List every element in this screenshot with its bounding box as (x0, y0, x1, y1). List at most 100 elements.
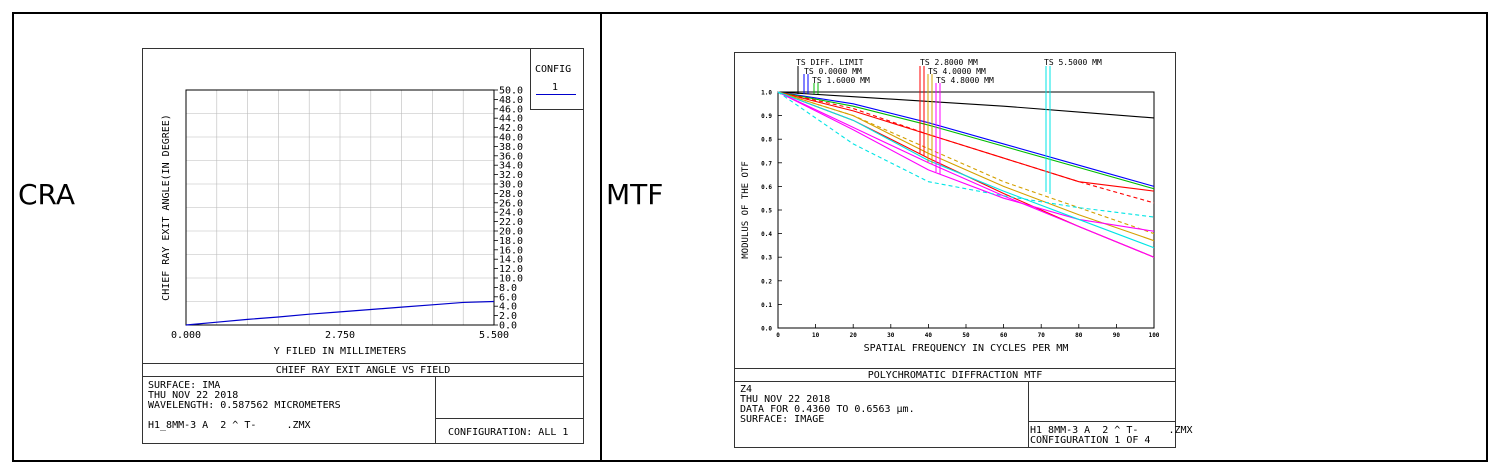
y-tick-label: 0.1 (761, 302, 772, 309)
y-tick-label: 28.0 (499, 189, 523, 200)
legend-label: TS DIFF. LIMIT (796, 58, 864, 67)
cra-info-line-3: WAVELENGTH: 0.587562 MICROMETERS (148, 400, 341, 411)
x-tick-label: 90 (1113, 332, 1121, 339)
config-title: CONFIG (535, 64, 572, 75)
x-tick-label: 30 (887, 332, 895, 339)
y-tick-label: 20.0 (499, 227, 523, 238)
mtf-series-line (777, 91, 1155, 204)
mtf-chart: 0.0 0.1 0.2 0.3 0.4 0.5 0.6 0.7 0.8 0.9 1.0 0 10 20 30… (741, 58, 1160, 354)
y-tick-label: 1.0 (761, 90, 772, 97)
mtf-series-line (777, 91, 1155, 190)
x-tick-label: 40 (925, 332, 933, 339)
cra-footer-hline (435, 418, 584, 419)
mtf-series-line (777, 91, 1155, 232)
mtf-series-line (777, 91, 1155, 192)
cra-footer-divider-2 (142, 376, 584, 377)
x-tick-label: 0 (776, 332, 780, 339)
x-tick-label: 10 (812, 332, 820, 339)
y-tick-label: 4.0 (499, 302, 517, 313)
y-tick-label: 30.0 (499, 180, 523, 191)
cra-chart: 0.02.04.06.08.010.012.014.016.018.020.02… (161, 86, 523, 358)
y-tick-label: 34.0 (499, 161, 523, 172)
y-tick-label: 0.9 (761, 113, 772, 120)
mtf-info-line-3: DATA FOR 0.4360 TO 0.6563 µm. (740, 404, 915, 415)
mtf-series-line (777, 91, 1155, 249)
y-tick-label: 0.8 (761, 137, 772, 144)
y-tick-label: 22.0 (499, 217, 523, 228)
plot-border (777, 91, 1155, 329)
mtf-series-line (777, 91, 1155, 235)
mtf-footer-divider (734, 368, 1176, 369)
mtf-info-line-1: Z4 (740, 384, 753, 395)
mtf-plot-panel (734, 52, 1176, 448)
cra-footer-title: CHIEF RAY EXIT ANGLE VS FIELD (275, 365, 451, 376)
mtf-series-line (777, 91, 1155, 258)
cra-info-line-2: THU NOV 22 2018 (148, 390, 239, 401)
y-tick-label: 44.0 (499, 114, 523, 125)
config-line-swatch (536, 94, 576, 95)
y-tick-label: 2.0 (499, 311, 517, 322)
y-tick-label: 46.0 (499, 104, 523, 115)
y-tick-label: 0.6 (761, 184, 772, 191)
mtf-series-line (777, 91, 1155, 242)
mtf-file-name: H1_8MM-3 A 2 ^ T- .ZMX (1030, 425, 1193, 436)
cra-side-label: CRA (18, 178, 76, 211)
y-tick-label: 10.0 (499, 274, 523, 285)
y-tick-label: 36.0 (499, 151, 523, 162)
y-tick-label: 16.0 (499, 245, 523, 256)
mtf-configuration: CONFIGURATION 1 OF 4 (1030, 435, 1151, 446)
y-tick-label: 50.0 (499, 86, 523, 97)
y-axis-label: CHIEF RAY EXIT ANGLE(IN DEGREE) (161, 114, 172, 301)
cra-file-name: H1_8MM-3 A 2 ^ T- .ZMX (148, 420, 311, 431)
y-tick-label: 0.2 (761, 278, 772, 285)
y-tick-label: 12.0 (499, 264, 523, 275)
mtf-series-line (777, 91, 1155, 218)
y-tick-label: 24.0 (499, 208, 523, 219)
legend-label: TS 0.0000 MM (804, 67, 862, 76)
cra-info-line-1: SURFACE: IMA (148, 380, 221, 391)
cra-footer-vline (435, 376, 436, 444)
x-tick-label: 5.500 (479, 330, 509, 341)
mtf-footer-title: POLYCHROMATIC DIFFRACTION MTF (867, 370, 1043, 381)
y-tick-label: 42.0 (499, 123, 523, 134)
y-tick-label: 0.0 (761, 326, 772, 333)
cra-plot-panel (142, 48, 584, 444)
y-tick-label: 14.0 (499, 255, 523, 266)
x-tick-label: 50 (962, 332, 970, 339)
plot-border (185, 89, 495, 326)
mtf-footer-hline (1028, 421, 1176, 422)
x-tick-label: 20 (850, 332, 858, 339)
x-axis-label: Y FILED IN MILLIMETERS (274, 346, 406, 357)
y-tick-label: 0.0 (499, 321, 517, 332)
legend-label: TS 1.6000 MM (812, 76, 870, 85)
cra-series-line (185, 300, 495, 326)
y-tick-label: 0.4 (761, 231, 772, 238)
x-axis-label: SPATIAL FREQUENCY IN CYCLES PER MM (864, 343, 1069, 354)
x-tick-label: 60 (1000, 332, 1008, 339)
mtf-series-line (777, 91, 1155, 258)
mtf-info-line-4: SURFACE: IMAGE (740, 414, 825, 425)
config-value: 1 (552, 82, 559, 93)
legend-label: TS 4.0000 MM (928, 67, 986, 76)
config-box (530, 48, 584, 110)
cra-footer-divider (142, 363, 584, 364)
x-tick-label: 100 (1149, 332, 1160, 339)
y-tick-label: 0.5 (761, 208, 772, 215)
mtf-series-line (777, 91, 1155, 187)
y-tick-label: 32.0 (499, 170, 523, 181)
y-tick-label: 6.0 (499, 292, 517, 303)
mtf-side-label: MTF (606, 178, 664, 211)
y-tick-label: 26.0 (499, 198, 523, 209)
y-tick-label: 40.0 (499, 133, 523, 144)
y-tick-label: 38.0 (499, 142, 523, 153)
x-tick-label: 80 (1075, 332, 1083, 339)
y-tick-label: 48.0 (499, 95, 523, 106)
x-tick-label: 0.000 (171, 330, 201, 341)
x-tick-label: 70 (1038, 332, 1046, 339)
y-tick-label: 0.3 (761, 255, 772, 262)
y-axis-label: MODULUS OF THE OTF (741, 161, 751, 259)
cra-configuration: CONFIGURATION: ALL 1 (448, 427, 569, 438)
mtf-series-line (777, 91, 1155, 119)
mtf-info-line-2: THU NOV 22 2018 (740, 394, 831, 405)
x-tick-label: 2.750 (325, 330, 355, 341)
